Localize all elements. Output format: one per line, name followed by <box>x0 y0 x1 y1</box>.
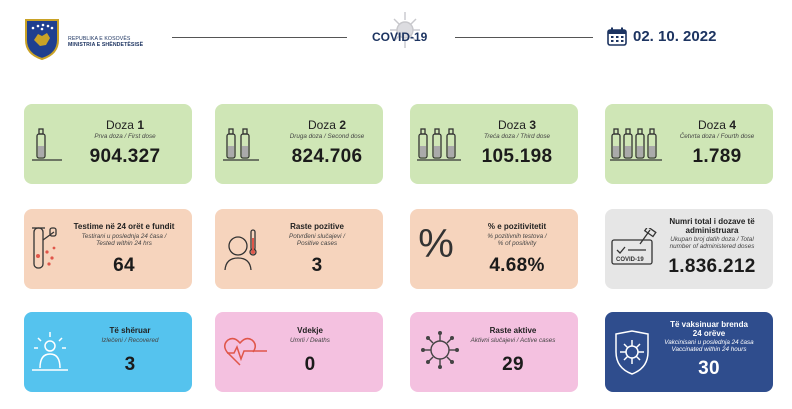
recovered-card <box>24 312 192 392</box>
dose-number: 1 <box>137 118 145 132</box>
vaccinated-24h-title-1: Të vaksinuar brenda <box>670 320 748 329</box>
active-cases-card <box>410 312 578 392</box>
calendar-icon <box>607 27 627 51</box>
ministry-line2: MINISTRIA E SHËNDETËSISË <box>68 42 144 48</box>
dose-1-card <box>24 104 192 184</box>
deaths-title: Vdekje <box>297 326 323 335</box>
total-doses-title-1: Numri total i dozave të <box>669 217 755 226</box>
dose-number: 2 <box>339 118 347 132</box>
dose-1-title: Doza 1 <box>70 118 180 132</box>
virus-icon <box>420 330 460 375</box>
dose-2-subtitle: Druga doza / Second dose <box>289 133 365 140</box>
dose-2-card <box>215 104 383 184</box>
page-title: COVID-19 <box>372 30 428 44</box>
positivity-title: % e pozitivitetit <box>487 222 547 231</box>
virus-icon <box>376 10 434 55</box>
vial-icon <box>30 128 64 169</box>
tests-subtitle-1: Testirani u poslednja 24 časa / <box>81 233 167 240</box>
positivity-value: 4.68% <box>489 255 545 276</box>
dose-4-value: 1.789 <box>692 146 742 167</box>
dose-label: Doza <box>307 118 336 132</box>
tests-subtitle-2: Tested within 24 hrs <box>96 240 152 247</box>
kosovo-emblem-icon <box>22 18 62 61</box>
total-doses-subtitle-2: number of administered doses <box>669 243 755 250</box>
positive-cases-card <box>215 209 383 289</box>
ministry-line1: REPUBLIKA E KOSOVËS <box>68 36 131 42</box>
shield-virus-icon <box>612 330 652 381</box>
dose-label: Doza <box>497 118 526 132</box>
vaccinated-24h-subtitle-2: Vaccinated within 24 hours <box>671 346 747 353</box>
dose-4-subtitle: Četvrta doza / Fourth dose <box>679 133 755 140</box>
percent-icon: % <box>418 222 454 266</box>
dose-3-title: Doza 3 <box>462 118 572 132</box>
vaccination-card-icon: COVID-19 <box>610 225 662 273</box>
recovered-subtitle: Izlečeni / Recovered <box>101 337 159 344</box>
total-doses-value: 1.836.212 <box>668 256 756 277</box>
vaccinated-24h-subtitle-1: Vakcinisani u poslednja 24 časa <box>664 339 754 346</box>
recovered-value: 3 <box>124 354 136 375</box>
covid-card-label: COVID-19 <box>616 257 644 263</box>
sick-person-icon <box>223 226 259 277</box>
positive-cases-value: 3 <box>311 255 323 276</box>
dose-2-title: Doza 2 <box>272 118 382 132</box>
tests-card <box>24 209 192 289</box>
vaccinated-24h-title-2: 24 orëve <box>692 329 726 338</box>
recovered-person-icon <box>30 330 70 379</box>
total-doses-subtitle-1: Ukupan broj datih doza / Total <box>670 236 754 243</box>
tests-title: Testime në 24 orët e fundit <box>73 222 175 231</box>
total-doses-title-2: administruara <box>685 226 739 235</box>
dose-1-subtitle: Prva doza / First dose <box>94 133 156 140</box>
dose-3-subtitle: Treća doza / Third dose <box>483 133 551 140</box>
tests-value: 64 <box>113 255 135 276</box>
test-tube-icon <box>30 226 60 279</box>
dose-4-card <box>605 104 773 184</box>
positivity-subtitle-1: % pozitivnih testova / <box>487 233 547 240</box>
dose-label: Doza <box>105 118 134 132</box>
active-cases-subtitle: Aktivni slučajevi / Active cases <box>470 337 556 344</box>
dose-2-value: 824.706 <box>291 146 363 167</box>
header-divider-left <box>172 37 347 38</box>
dose-number: 3 <box>529 118 537 132</box>
positive-cases-subtitle-2: Positive cases <box>296 240 338 247</box>
header-divider-right <box>455 37 593 38</box>
positivity-card <box>410 209 578 289</box>
dose-3-card <box>410 104 578 184</box>
positive-cases-title: Raste pozitive <box>290 222 344 231</box>
vials-icon <box>221 128 261 169</box>
dose-label: Doza <box>697 118 726 132</box>
dose-3-value: 105.198 <box>481 146 553 167</box>
deaths-subtitle: Umrli / Deaths <box>290 337 330 344</box>
heart-pulse-icon <box>223 335 269 374</box>
vials-icon <box>610 128 662 169</box>
report-date: 02. 10. 2022 <box>633 28 717 45</box>
positive-cases-subtitle-1: Potvrđeni slučajevi / <box>289 233 345 240</box>
dose-number: 4 <box>729 118 737 132</box>
active-cases-title: Raste aktive <box>489 326 537 335</box>
vaccinated-24h-card <box>605 312 773 392</box>
deaths-value: 0 <box>304 354 316 375</box>
active-cases-value: 29 <box>502 354 524 375</box>
dose-4-title: Doza 4 <box>662 118 772 132</box>
vaccinated-24h-value: 30 <box>698 358 720 379</box>
recovered-title: Të shëruar <box>109 326 151 335</box>
positivity-subtitle-2: % of positivity <box>497 240 537 247</box>
vials-icon <box>416 128 462 169</box>
total-doses-card <box>605 209 773 289</box>
ministry-name: REPUBLIKA E KOSOVËS MINISTRIA E SHËNDETË… <box>68 36 143 48</box>
dose-1-value: 904.327 <box>89 146 161 167</box>
